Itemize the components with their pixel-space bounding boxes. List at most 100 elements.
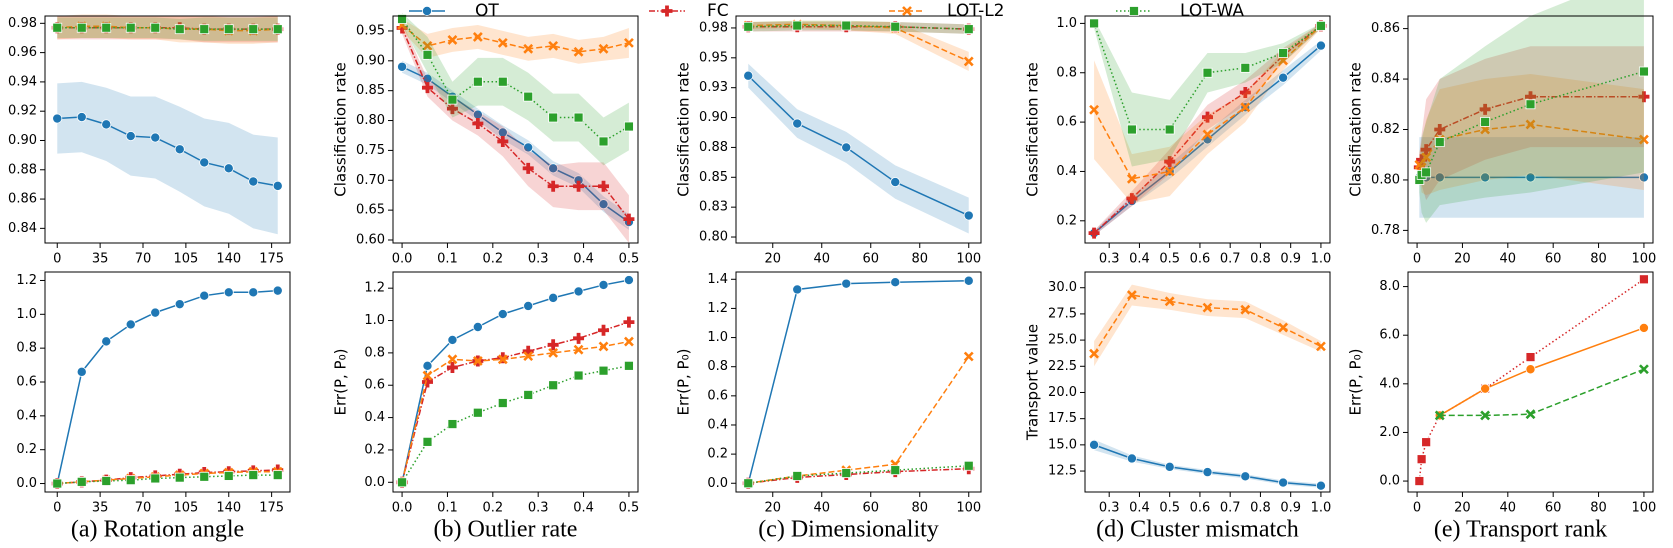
marker	[1639, 66, 1649, 77]
marker	[743, 70, 754, 81]
y-axis-label: Transport value	[1024, 324, 1042, 441]
marker	[623, 275, 634, 286]
marker	[890, 21, 901, 32]
x-tick-label: 40	[813, 252, 830, 267]
series-line	[1439, 327, 1645, 417]
x-tick-label: 0.2	[482, 501, 503, 516]
marker	[472, 118, 484, 130]
x-tick-label: 0.4	[1129, 252, 1150, 267]
y-tick-label: 0.95	[699, 50, 728, 65]
y-tick-label: 0.96	[8, 45, 37, 60]
x-tick-label: 140	[216, 501, 241, 516]
marker	[223, 24, 234, 35]
x-tick-label: 100	[1632, 501, 1657, 516]
marker	[573, 112, 584, 123]
series-line	[56, 289, 278, 484]
marker	[199, 157, 210, 168]
marker	[1278, 48, 1289, 58]
panel-caption: (c) Dimensionality	[758, 517, 939, 543]
y-tick-label: 27.5	[1048, 306, 1077, 321]
marker	[963, 275, 974, 286]
x-tick-label: 60	[862, 252, 879, 267]
marker	[125, 22, 136, 33]
legend-marker	[902, 6, 912, 16]
y-tick-label: 0.85	[356, 83, 385, 98]
x-tick-label: 1.0	[1311, 252, 1332, 267]
marker	[548, 163, 559, 174]
marker	[963, 24, 974, 35]
marker	[150, 307, 161, 318]
marker	[548, 112, 559, 123]
error-band	[1094, 23, 1321, 204]
marker	[101, 22, 112, 33]
y-tick-label: 20.0	[1048, 385, 1077, 400]
y-tick-label: 1.0	[16, 307, 37, 322]
y-tick-label: 0.60	[356, 233, 385, 248]
marker	[963, 460, 974, 471]
y-tick-label: 22.5	[1048, 359, 1077, 374]
series-line	[401, 340, 630, 483]
marker	[52, 478, 63, 489]
y-tick-label: 0.2	[16, 442, 37, 457]
x-tick-label: 0.9	[1280, 252, 1301, 267]
marker	[174, 144, 185, 155]
y-tick-label: 0.90	[8, 133, 37, 148]
marker	[598, 180, 610, 192]
marker	[573, 286, 584, 297]
marker	[248, 24, 259, 35]
marker	[1421, 437, 1432, 448]
marker	[447, 419, 458, 429]
marker	[1639, 134, 1649, 145]
marker	[1414, 476, 1425, 486]
y-tick-label: 0.94	[8, 74, 37, 89]
marker	[598, 136, 609, 147]
series-line	[1418, 278, 1645, 482]
marker	[1088, 227, 1100, 239]
legend-marker	[661, 5, 673, 17]
y-axis-label: Err(P, P₀)	[1347, 349, 1365, 416]
marker	[174, 299, 185, 310]
marker	[522, 345, 534, 357]
marker	[792, 20, 803, 31]
series-line	[748, 356, 970, 484]
marker	[1315, 480, 1326, 491]
marker	[573, 332, 585, 344]
marker	[1525, 91, 1536, 103]
marker	[624, 37, 634, 48]
marker	[1164, 166, 1175, 177]
marker	[1164, 461, 1175, 472]
plot-frame	[1084, 271, 1331, 493]
marker	[1202, 111, 1213, 123]
marker	[1316, 341, 1326, 352]
marker	[841, 142, 852, 153]
marker	[446, 361, 458, 373]
x-tick-label: 20	[1454, 501, 1471, 516]
x-tick-label: 80	[911, 252, 928, 267]
marker	[52, 22, 63, 33]
marker	[422, 49, 433, 60]
y-tick-label: 0.4	[1056, 164, 1077, 179]
marker	[101, 336, 112, 347]
marker	[598, 199, 609, 210]
marker	[422, 436, 433, 447]
plot-frame	[735, 271, 982, 493]
x-tick-label: 0.5	[619, 252, 640, 267]
y-tick-label: 4.0	[1379, 376, 1400, 391]
marker	[497, 309, 508, 320]
legend-label: LOT-L2	[947, 1, 1005, 21]
x-tick-label: 0.3	[1099, 252, 1120, 267]
marker	[199, 471, 210, 482]
marker	[101, 476, 112, 486]
error-band	[57, 81, 278, 235]
y-tick-label: 0.0	[1379, 474, 1400, 489]
y-tick-label: 0.85	[699, 170, 728, 185]
y-tick-label: 17.5	[1048, 411, 1077, 426]
marker	[1480, 124, 1491, 135]
legend-label: OT	[475, 1, 499, 21]
marker	[446, 103, 458, 115]
plot-frame	[1407, 15, 1654, 244]
marker	[1089, 439, 1100, 450]
error-band	[1419, 74, 1644, 196]
marker	[1421, 152, 1432, 163]
y-tick-label: 0.8	[16, 341, 37, 356]
